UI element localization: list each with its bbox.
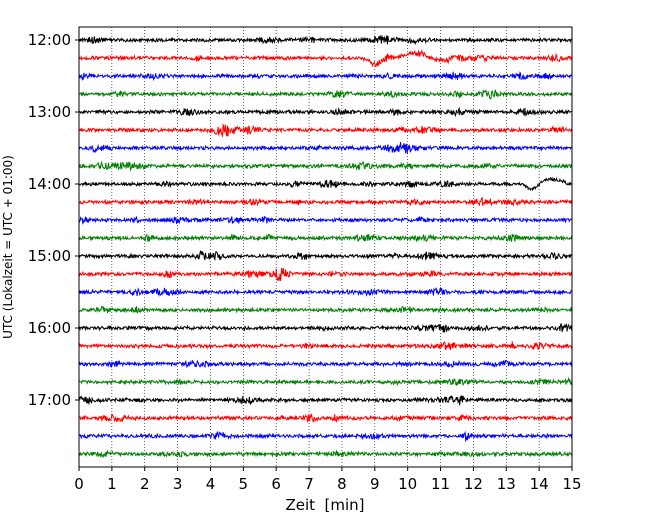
trace-1345: [78, 160, 573, 172]
x-tick-label: 3: [173, 475, 183, 493]
traces: [78, 34, 573, 459]
trace-1615: [78, 341, 573, 351]
trace-1400: [78, 176, 573, 192]
trace-1600: [78, 322, 573, 333]
x-tick-label: 2: [140, 475, 150, 493]
y-tick-label: 14:00: [28, 175, 71, 193]
trace-1715: [78, 413, 573, 424]
x-tick-label: 14: [530, 475, 549, 493]
grid-lines: [111, 27, 540, 467]
x-tick-label: 13: [497, 475, 516, 493]
trace-1500: [78, 249, 573, 261]
trace-1515: [78, 267, 573, 282]
x-axis-label: Zeit [min]: [285, 496, 364, 514]
trace-1700: [78, 395, 573, 406]
y-axis-label: UTC (Lokalzeit = UTC + 01:00): [1, 155, 15, 339]
trace-1530: [78, 287, 573, 298]
x-tick-label: 7: [304, 475, 314, 493]
trace-1315: [78, 123, 573, 137]
x-tick-label: 15: [562, 475, 581, 493]
x-tick-label: 0: [74, 475, 84, 493]
trace-1730: [78, 430, 573, 443]
x-tick-label: 6: [271, 475, 281, 493]
y-tick-label: 12:00: [28, 31, 71, 49]
trace-1230: [78, 71, 573, 82]
trace-1415: [78, 196, 573, 207]
trace-1330: [78, 141, 573, 154]
trace-1215: [78, 48, 573, 68]
plot-frame: [78, 26, 573, 468]
x-tick-label: 11: [431, 475, 450, 493]
trace-1300: [78, 106, 573, 118]
x-tick-label: 12: [464, 475, 483, 493]
trace-1545: [78, 305, 573, 314]
trace-1200: [78, 34, 573, 46]
y-tick-label: 16:00: [28, 319, 71, 337]
trace-1645: [78, 376, 573, 387]
y-axis-ticks: 12:00 13:00 14:00 15:00 16:00 17:00: [28, 31, 79, 409]
y-tick-label: 13:00: [28, 103, 71, 121]
x-tick-label: 9: [370, 475, 380, 493]
x-axis-ticks: 0 1 2 3 4 5 6 7 8 9 10 11 12 13 14 15: [74, 467, 582, 493]
trace-1630: [78, 359, 573, 369]
x-tick-label: 8: [337, 475, 347, 493]
trace-1430: [78, 215, 573, 225]
trace-1245: [78, 88, 573, 100]
x-tick-label: 1: [107, 475, 117, 493]
y-tick-label: 15:00: [28, 247, 71, 265]
y-tick-label: 17:00: [28, 391, 71, 409]
x-tick-label: 10: [398, 475, 417, 493]
x-tick-label: 5: [239, 475, 249, 493]
x-tick-label: 4: [206, 475, 216, 493]
trace-1745: [78, 449, 573, 459]
trace-1445: [78, 232, 573, 243]
